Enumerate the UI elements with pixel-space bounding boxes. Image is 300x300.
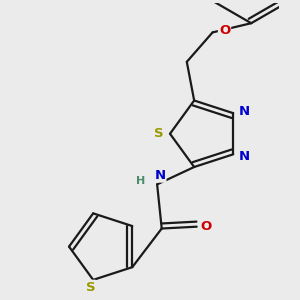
Text: O: O	[200, 220, 211, 233]
Text: S: S	[85, 281, 95, 294]
Text: N: N	[239, 150, 250, 163]
Text: S: S	[154, 127, 164, 140]
Text: H: H	[136, 176, 145, 186]
Text: N: N	[154, 169, 165, 182]
Text: N: N	[239, 105, 250, 118]
Text: O: O	[219, 24, 230, 37]
